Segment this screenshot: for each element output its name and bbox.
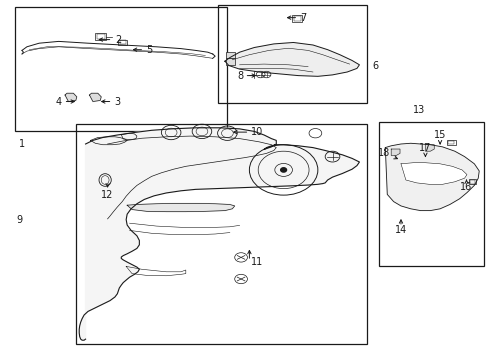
Bar [118, 40, 127, 45]
Text: 13: 13 [411, 105, 424, 115]
Bar [468, 179, 475, 184]
Text: 3: 3 [114, 96, 120, 107]
Text: 16: 16 [459, 182, 472, 192]
Bar [225, 52, 234, 58]
Bar [225, 58, 234, 65]
Text: 9: 9 [17, 215, 22, 225]
Text: 1: 1 [19, 139, 25, 149]
Bar [292, 15, 302, 22]
Polygon shape [65, 93, 77, 102]
Text: 11: 11 [250, 257, 263, 267]
Polygon shape [127, 203, 234, 212]
Text: 7: 7 [299, 13, 305, 23]
Polygon shape [385, 143, 478, 211]
Bar [120, 40, 126, 44]
Text: 17: 17 [418, 143, 431, 153]
Bar [15, 7, 227, 131]
Bar [76, 124, 366, 344]
Bar [95, 33, 106, 40]
Polygon shape [224, 42, 359, 76]
Text: 18: 18 [377, 148, 389, 158]
Bar [447, 141, 453, 144]
Text: 14: 14 [394, 225, 407, 235]
Bar [469, 180, 474, 184]
Text: 10: 10 [250, 127, 263, 137]
Polygon shape [79, 128, 359, 340]
Text: 2: 2 [115, 35, 121, 45]
Polygon shape [89, 93, 101, 102]
Text: 12: 12 [101, 190, 114, 200]
Text: 6: 6 [372, 61, 378, 71]
Bar [217, 5, 366, 103]
Bar [97, 34, 105, 39]
Polygon shape [390, 149, 399, 156]
Text: 5: 5 [145, 45, 152, 55]
Text: 15: 15 [433, 130, 446, 140]
Polygon shape [400, 163, 466, 184]
Text: 4: 4 [56, 96, 62, 107]
Polygon shape [425, 145, 433, 151]
Bar [446, 140, 455, 145]
Bar [293, 16, 300, 21]
Circle shape [280, 168, 286, 172]
Bar [378, 122, 483, 266]
Text: 8: 8 [236, 71, 243, 81]
